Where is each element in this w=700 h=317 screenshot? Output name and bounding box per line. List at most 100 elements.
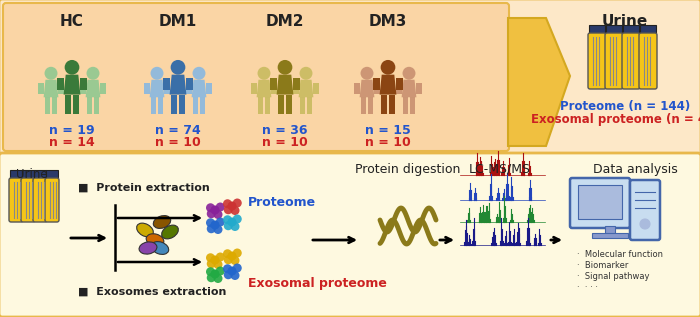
Circle shape [224,255,232,264]
Polygon shape [396,78,402,90]
Circle shape [230,222,239,231]
Polygon shape [286,94,293,113]
Circle shape [214,274,223,283]
Polygon shape [278,94,284,113]
Polygon shape [169,74,186,94]
Circle shape [228,202,236,210]
Circle shape [171,60,186,74]
Polygon shape [257,80,272,97]
Circle shape [206,267,215,276]
Polygon shape [374,82,380,94]
Circle shape [224,270,232,279]
Polygon shape [144,82,150,94]
Bar [640,25,656,33]
FancyBboxPatch shape [622,33,640,89]
Circle shape [206,203,215,212]
Circle shape [230,271,239,280]
Circle shape [228,218,236,226]
Text: DM2: DM2 [266,14,304,29]
Text: Urine: Urine [602,14,648,29]
Text: n = 19: n = 19 [49,124,94,137]
Circle shape [214,225,223,234]
Polygon shape [179,94,186,113]
Circle shape [230,256,239,265]
FancyBboxPatch shape [0,0,700,155]
Ellipse shape [139,242,157,254]
FancyBboxPatch shape [33,178,47,222]
Circle shape [211,269,220,279]
Polygon shape [402,97,408,114]
Circle shape [211,206,219,214]
Text: n = 14: n = 14 [49,136,95,149]
Circle shape [300,67,312,80]
Circle shape [214,260,223,269]
Text: DM1: DM1 [159,14,197,29]
Text: ■  Exosomes extraction: ■ Exosomes extraction [78,287,226,297]
Text: n = 10: n = 10 [262,136,308,149]
Polygon shape [258,97,263,114]
Polygon shape [360,97,366,114]
Bar [592,233,628,238]
Polygon shape [38,82,43,94]
Circle shape [206,218,215,227]
Bar [623,25,639,33]
Polygon shape [360,80,374,97]
Text: Protein digestion: Protein digestion [356,163,461,176]
Circle shape [224,221,232,230]
FancyBboxPatch shape [639,33,657,89]
Polygon shape [381,94,387,113]
Polygon shape [186,82,192,94]
Circle shape [206,209,216,218]
Bar [605,226,615,234]
Bar [10,170,22,178]
Polygon shape [100,82,106,94]
Polygon shape [276,74,293,94]
Polygon shape [150,97,156,114]
Circle shape [193,67,206,80]
Circle shape [228,202,237,210]
FancyBboxPatch shape [630,180,660,240]
Polygon shape [80,78,87,90]
Text: ·  Molecular function: · Molecular function [577,250,663,259]
Circle shape [228,217,237,227]
Polygon shape [200,97,206,114]
Text: ·  Biomarker: · Biomarker [577,261,629,270]
FancyBboxPatch shape [9,178,23,222]
Text: Urine: Urine [16,168,48,181]
Circle shape [214,210,223,219]
FancyBboxPatch shape [605,33,623,89]
Circle shape [223,249,232,258]
FancyBboxPatch shape [588,33,606,89]
Polygon shape [379,74,396,94]
Circle shape [150,67,164,80]
Circle shape [223,199,232,208]
Circle shape [228,251,237,261]
Circle shape [211,270,219,278]
Polygon shape [164,82,170,94]
Polygon shape [272,82,277,94]
Circle shape [206,259,216,268]
Circle shape [228,267,237,275]
Polygon shape [57,78,64,90]
Polygon shape [64,74,80,94]
Polygon shape [85,80,100,97]
Circle shape [211,221,220,230]
Polygon shape [52,97,57,114]
Polygon shape [150,80,164,97]
Ellipse shape [153,216,171,229]
Text: ·  · · ·: · · · · [577,283,598,292]
FancyBboxPatch shape [45,178,59,222]
Polygon shape [293,78,300,90]
FancyBboxPatch shape [0,153,700,317]
Polygon shape [163,78,169,90]
Ellipse shape [162,225,178,239]
Polygon shape [45,97,50,114]
Polygon shape [307,97,312,114]
Polygon shape [80,82,85,94]
Text: n = 10: n = 10 [155,136,201,149]
FancyBboxPatch shape [21,178,35,222]
Polygon shape [171,94,177,113]
Polygon shape [206,82,212,94]
Bar [578,185,622,219]
FancyBboxPatch shape [3,3,509,151]
